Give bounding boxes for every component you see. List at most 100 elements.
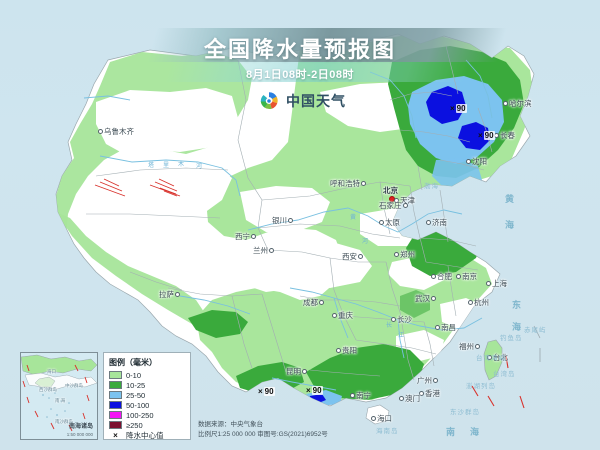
legend-item: 100-250	[109, 410, 185, 420]
sea-label: 台湾岛	[493, 371, 516, 378]
south-china-sea-inset: 海口南 海 中沙群岛 西沙群岛 南沙群岛 南海诸岛 1:50 000 000	[20, 352, 98, 440]
city-label: 福州	[459, 342, 474, 351]
city-marker-icon	[336, 348, 341, 353]
city-marker-icon	[494, 133, 499, 138]
legend-swatch	[109, 411, 122, 419]
precip-center-cross-icon: ×	[258, 386, 263, 396]
legend-panel: 图例（毫米） 0-10 10-25 25-50 50-100 100-250 ≥250 ×…	[103, 352, 191, 440]
city-marker-icon	[319, 300, 325, 305]
sea-label: 台湾海峡	[476, 355, 506, 362]
city-label: 长春	[500, 131, 515, 140]
city-marker-icon	[394, 198, 399, 203]
desert-hatch-icon	[94, 178, 181, 197]
precip-center-marker: × 90	[478, 131, 495, 140]
inset-place-label: 海口	[47, 369, 56, 374]
scale-and-approval: 比例尺1:25 000 000 审图号:GS(2021)6952号	[198, 431, 328, 438]
city-marker-icon	[431, 274, 436, 279]
precip-center-value: 90	[263, 387, 275, 396]
city-label: 太原	[385, 218, 400, 227]
sea-label: 南	[446, 427, 459, 437]
precip-center-marker: × 90	[258, 387, 275, 396]
city-label: 拉萨	[159, 290, 174, 299]
taiwan-island	[483, 339, 503, 381]
legend-item: ≥250	[109, 420, 185, 430]
river-label: 里	[163, 163, 170, 169]
city-marker-icon	[435, 325, 440, 330]
precip-center-value: 90	[483, 131, 495, 140]
city-marker-icon	[431, 296, 437, 301]
city-label: 广州	[417, 376, 432, 385]
city-marker-icon	[394, 252, 399, 257]
city-label: 重庆	[338, 311, 353, 320]
city-marker-icon	[426, 220, 431, 225]
city-label: 台北	[493, 353, 508, 362]
city-label: 石家庄	[379, 201, 402, 210]
river-label: 木	[178, 162, 185, 168]
city-marker-icon	[433, 378, 439, 383]
city-marker-icon	[98, 129, 103, 134]
legend-swatch	[109, 401, 122, 409]
city-label: 杭州	[474, 298, 489, 307]
legend-center-label: 降水中心值	[126, 430, 164, 440]
city-label: 沈阳	[472, 157, 487, 166]
city-marker-icon	[175, 292, 181, 297]
sea-label: 东	[512, 300, 525, 310]
legend-swatch	[109, 381, 122, 389]
legend-item-label: 50-100	[126, 400, 150, 410]
city-label: 南昌	[441, 323, 456, 332]
city-label: 哈尔滨	[509, 99, 532, 108]
city-marker-icon	[379, 220, 384, 225]
inset-place-label: 南 海	[55, 398, 66, 403]
sea-label: 海	[512, 322, 525, 332]
city-marker-icon	[302, 369, 308, 374]
city-label: 天津	[400, 196, 415, 205]
swirl-logo-icon	[260, 92, 278, 110]
brand-logo: 中国天气	[258, 90, 346, 112]
river-label: 河	[362, 239, 369, 245]
sea-label: 东沙群岛	[450, 409, 480, 416]
river-label: 江	[398, 333, 405, 339]
city-label: 昆明	[286, 367, 301, 376]
sea-label: 黄	[505, 194, 518, 204]
city-marker-icon	[399, 396, 404, 401]
sea-label: 渤海	[424, 183, 439, 190]
inset-scale: 1:50 000 000	[66, 432, 93, 437]
city-marker-icon	[402, 203, 408, 208]
legend-swatch	[109, 421, 122, 429]
city-label: 海口	[377, 414, 392, 423]
city-label: 合肥	[437, 272, 452, 281]
inset-place-label: 南沙群岛	[55, 419, 73, 424]
river-label: 长	[386, 323, 393, 329]
city-label: 乌鲁木齐	[104, 127, 134, 136]
city-marker-icon	[456, 274, 461, 279]
legend-swatch	[109, 391, 122, 399]
precip-center-cross-icon: ×	[306, 385, 311, 395]
legend-item: 0-10	[109, 370, 185, 380]
legend-item-label: ≥250	[126, 420, 143, 430]
data-source: 数据来源：中央气象台	[198, 421, 263, 428]
city-label: 济南	[432, 218, 447, 227]
province-borders-layer	[86, 45, 493, 381]
sea-label: 海	[470, 427, 483, 437]
river-label: 塔	[148, 163, 155, 169]
city-label: 郑州	[400, 250, 415, 259]
city-label: 澳门	[405, 394, 420, 403]
city-label: 银川	[272, 216, 287, 225]
city-marker-icon	[475, 344, 481, 349]
city-label: 武汉	[415, 294, 430, 303]
boundary-dashes	[471, 355, 525, 409]
legend-item-label: 10-25	[126, 380, 146, 390]
legend-item: 50-100	[109, 400, 185, 410]
inset-place-label: 中沙群岛	[65, 383, 83, 388]
city-marker-icon	[269, 248, 275, 253]
sea-boundary-ticks	[533, 325, 541, 362]
river-label: 河	[196, 164, 203, 170]
inset-map-graphic	[21, 354, 97, 432]
city-marker-icon	[466, 159, 471, 164]
precip-center-marker: × 90	[306, 386, 323, 395]
city-marker-icon	[371, 416, 376, 421]
brand-name: 中国天气	[286, 93, 346, 109]
city-label: 上海	[492, 279, 507, 288]
inset-place-label: 西沙群岛	[39, 387, 57, 392]
